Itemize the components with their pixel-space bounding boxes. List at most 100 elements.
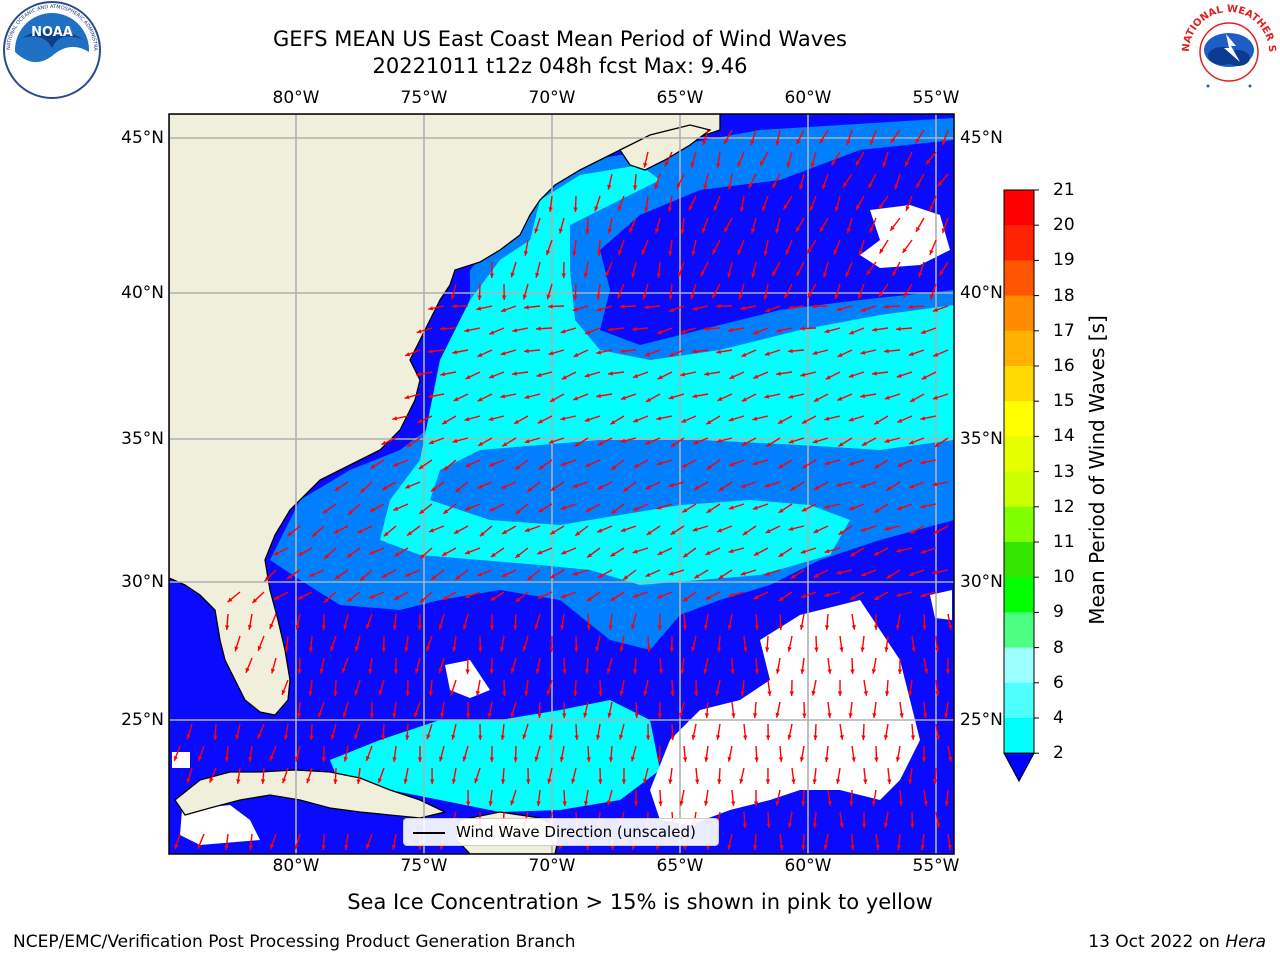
wave-direction-arrow bbox=[700, 261, 709, 277]
wave-direction-arrow bbox=[440, 701, 445, 718]
wave-direction-arrow bbox=[368, 657, 373, 674]
wave-direction-arrow bbox=[742, 525, 757, 536]
wave-direction-arrow bbox=[715, 304, 733, 309]
colorbar-tick-label: 18 bbox=[1053, 285, 1075, 306]
wave-direction-arrow bbox=[343, 745, 349, 762]
wave-direction-arrow bbox=[321, 745, 326, 763]
wave-direction-arrow bbox=[873, 591, 889, 601]
right-tick-label: 25°N bbox=[960, 710, 1003, 730]
wave-direction-arrow bbox=[934, 437, 949, 448]
wave-direction-arrow bbox=[560, 613, 565, 630]
wave-direction-arrow bbox=[896, 591, 913, 597]
wave-direction-arrow bbox=[764, 393, 781, 399]
wave-direction-arrow bbox=[620, 525, 637, 532]
wave-direction-arrow bbox=[489, 261, 494, 279]
wave-direction-arrow bbox=[251, 591, 265, 604]
wave-direction-arrow bbox=[344, 833, 349, 850]
colorbar-tick-label: 16 bbox=[1053, 356, 1075, 376]
wave-direction-arrow bbox=[585, 503, 601, 513]
colorbar-segment bbox=[1004, 612, 1034, 649]
wave-direction-arrow bbox=[883, 811, 889, 828]
right-tick-label: 35°N bbox=[960, 429, 1003, 449]
colorbar-segment bbox=[1004, 401, 1034, 437]
wave-direction-arrow bbox=[669, 635, 674, 653]
wave-direction-arrow bbox=[883, 723, 889, 740]
wave-direction-arrow bbox=[727, 613, 733, 630]
wave-direction-arrow bbox=[932, 481, 949, 487]
wave-direction-arrow bbox=[598, 767, 603, 785]
wave-direction-arrow bbox=[381, 481, 397, 491]
wave-direction-arrow bbox=[668, 283, 673, 300]
wave-direction-arrow bbox=[860, 525, 877, 532]
wave-direction-arrow bbox=[610, 591, 625, 602]
wave-direction-arrow bbox=[778, 745, 784, 762]
footer-machine: Hera bbox=[1225, 932, 1266, 952]
wave-direction-arrow bbox=[489, 503, 505, 512]
wave-direction-arrow bbox=[860, 305, 877, 312]
wave-direction-arrow bbox=[476, 305, 493, 311]
wave-direction-arrow bbox=[510, 261, 517, 278]
wave-direction-arrow bbox=[586, 745, 591, 763]
wave-direction-arrow bbox=[633, 789, 639, 807]
legend-label: Wind Wave Direction (unscaled) bbox=[456, 823, 696, 841]
wave-direction-arrow bbox=[884, 348, 901, 354]
wave-direction-arrow bbox=[466, 701, 471, 719]
wave-direction-arrow bbox=[645, 723, 651, 741]
wave-direction-arrow bbox=[717, 393, 733, 402]
wave-direction-arrow bbox=[813, 481, 829, 491]
wave-direction-arrow bbox=[670, 679, 675, 697]
land-north-america bbox=[169, 114, 721, 716]
legend-line-swatch bbox=[413, 832, 445, 834]
wave-direction-arrow bbox=[763, 283, 769, 300]
wave-direction-arrow bbox=[465, 459, 481, 468]
colorbar-segment bbox=[1004, 260, 1034, 297]
wave-direction-arrow bbox=[765, 723, 771, 741]
wave-direction-arrow bbox=[716, 635, 722, 652]
wave-direction-arrow bbox=[824, 591, 841, 597]
wave-direction-arrow bbox=[765, 767, 771, 785]
wave-direction-arrow bbox=[915, 217, 925, 233]
wave-direction-arrow bbox=[723, 217, 733, 233]
wave-direction-arrow bbox=[488, 459, 505, 467]
wave-direction-arrow bbox=[723, 129, 733, 145]
wave-direction-arrow bbox=[428, 679, 434, 696]
wave-direction-arrow bbox=[670, 723, 675, 741]
wave-direction-arrow bbox=[438, 657, 445, 674]
wave-direction-arrow bbox=[920, 415, 937, 421]
colorbar-tick-label: 2 bbox=[1053, 743, 1064, 764]
wave-direction-arrow bbox=[896, 326, 913, 332]
wave-direction-arrow bbox=[909, 393, 925, 403]
wave-direction-arrow bbox=[908, 437, 925, 445]
wave-direction-arrow bbox=[227, 591, 241, 603]
wave-direction-arrow bbox=[515, 503, 529, 515]
wave-direction-arrow bbox=[923, 701, 928, 718]
wave-direction-arrow bbox=[562, 789, 567, 807]
wave-direction-arrow bbox=[607, 701, 613, 718]
wave-direction-arrow bbox=[595, 635, 601, 652]
footer-date: 13 Oct 2022 on Hera bbox=[1088, 932, 1266, 952]
wave-direction-arrow bbox=[548, 723, 553, 740]
wave-direction-arrow bbox=[643, 767, 649, 784]
wave-direction-arrow bbox=[838, 437, 853, 448]
wave-direction-arrow bbox=[490, 591, 505, 602]
wave-direction-arrow bbox=[827, 657, 832, 674]
wave-direction-arrow bbox=[546, 679, 553, 696]
wave-direction-arrow bbox=[728, 547, 745, 554]
wave-direction-arrow bbox=[788, 437, 805, 444]
wave-direction-arrow bbox=[715, 679, 721, 696]
wave-direction-arrow bbox=[269, 745, 277, 762]
wave-direction-arrow bbox=[269, 833, 277, 850]
wave-direction-arrow bbox=[464, 591, 481, 599]
wave-direction-arrow bbox=[896, 547, 913, 553]
wave-direction-arrow bbox=[522, 635, 529, 652]
wave-direction-arrow bbox=[920, 503, 937, 509]
wave-direction-arrow bbox=[273, 591, 289, 601]
wave-direction-arrow bbox=[417, 415, 433, 424]
wave-direction-arrow bbox=[848, 701, 853, 718]
wave-direction-arrow bbox=[308, 679, 313, 696]
wave-direction-arrow bbox=[846, 217, 853, 234]
wave-direction-arrow bbox=[761, 195, 769, 212]
wave-direction-arrow bbox=[524, 348, 541, 354]
wave-direction-arrow bbox=[260, 767, 266, 784]
wave-direction-arrow bbox=[778, 503, 793, 514]
